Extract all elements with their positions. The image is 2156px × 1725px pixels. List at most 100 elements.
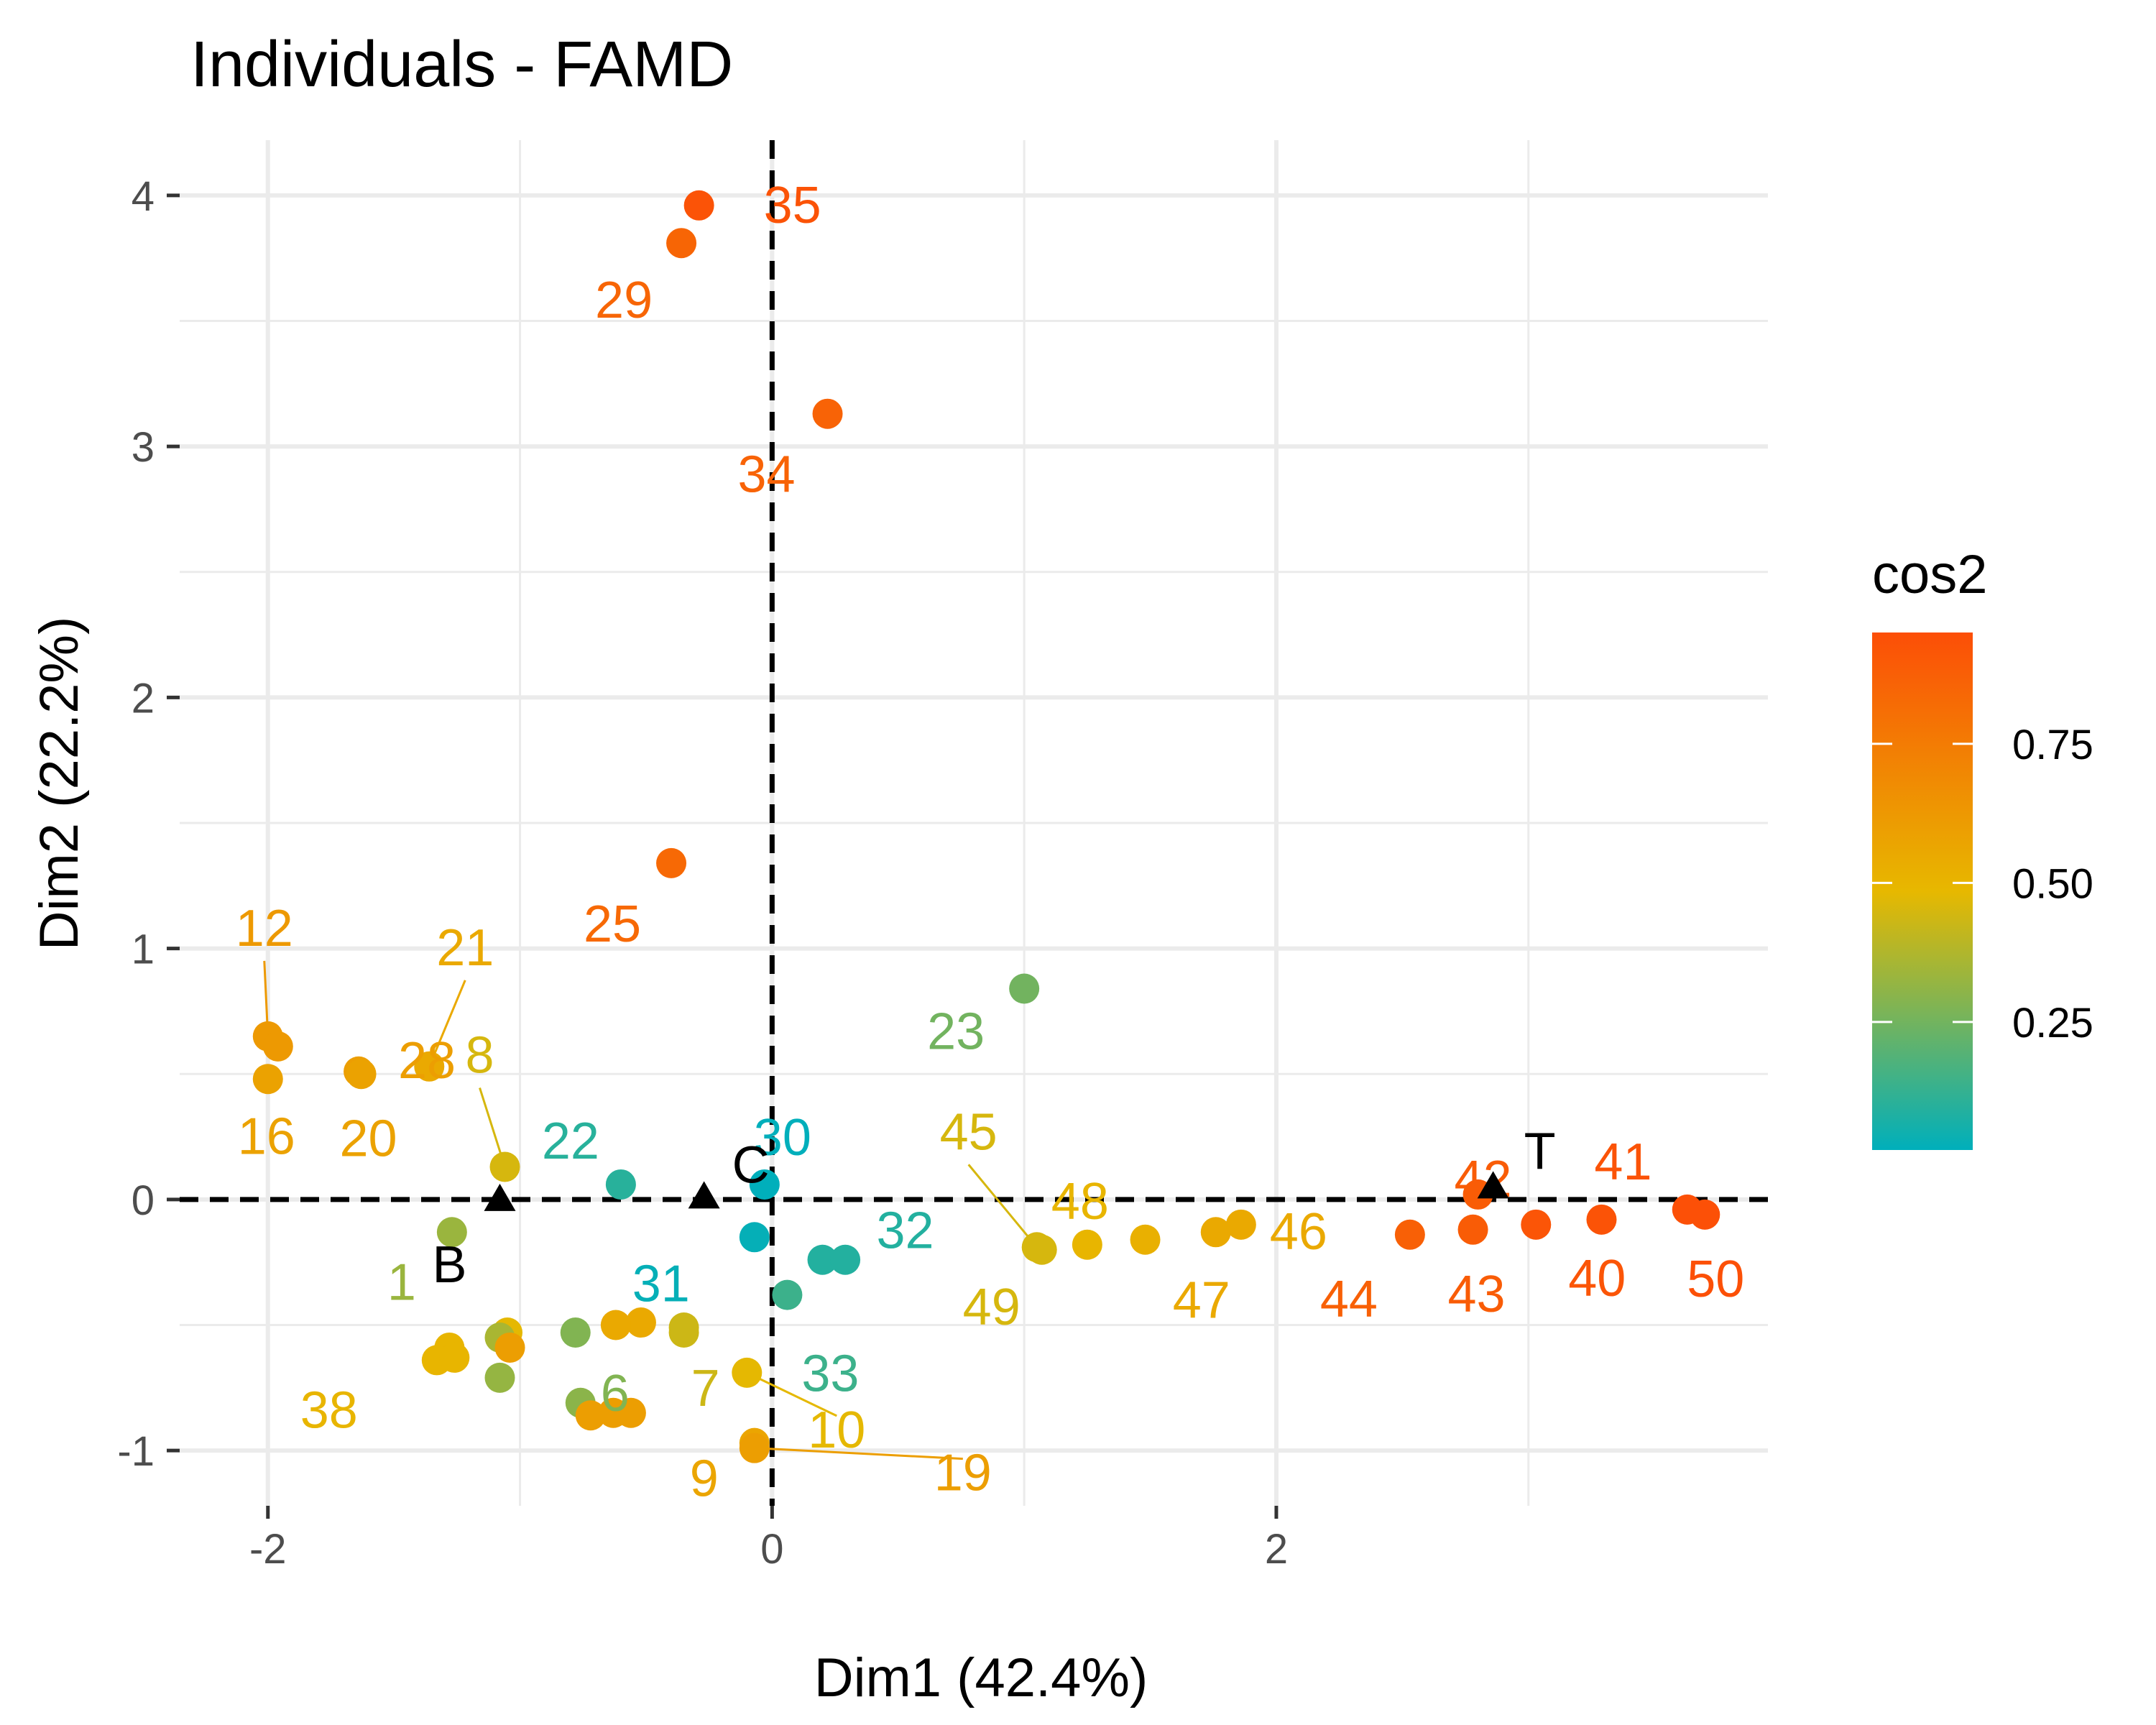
point-40 [1521,1209,1552,1240]
point-label-29: 29 [595,272,653,329]
chart-title: Individuals - FAMD [190,29,733,101]
point-label-35: 35 [764,177,821,234]
supp-label-B: B [432,1236,466,1294]
point-10 [732,1357,763,1388]
point-label-1: 1 [387,1254,416,1311]
point-label-41: 41 [1594,1133,1651,1191]
point-label-33: 33 [801,1346,859,1403]
x-axis-title: Dim1 (42.4%) [814,1647,1148,1708]
point-1 [436,1217,467,1248]
point-label-19: 19 [934,1445,992,1502]
point-label-40: 40 [1568,1250,1626,1307]
legend-title: cos2 [1872,544,1988,605]
point-49 [1026,1234,1057,1265]
point-label-20: 20 [340,1110,397,1167]
point-34 [812,398,843,429]
grid [180,140,1768,1506]
point-19 [739,1432,770,1463]
supplementary-layer: B C T [432,1123,1555,1293]
leader-line-19 [754,1447,963,1460]
y-tick-label: 0 [132,1177,155,1224]
point-22 [605,1169,636,1200]
point-unlabeled [1130,1224,1161,1255]
point-label-8: 8 [466,1026,494,1084]
point-label-10: 10 [808,1402,865,1459]
point-23 [1009,973,1040,1004]
legend-ticks: 0.25 0.50 0.75 [1872,722,2093,1046]
legend-tick-label: 0.25 [2012,1000,2093,1046]
y-tick-label: 4 [132,173,155,220]
point-label-44: 44 [1320,1271,1378,1328]
supp-label-T: T [1524,1123,1556,1180]
point-label-6: 6 [601,1365,630,1422]
point-43 [1457,1214,1488,1245]
point-label-38: 38 [300,1381,358,1439]
point-label-42: 42 [1455,1151,1512,1208]
point-unlabeled [262,1031,293,1062]
y-tick-label: 1 [132,926,155,973]
point-label-16: 16 [238,1108,295,1165]
point-label-34: 34 [737,446,795,504]
point-label-50: 50 [1687,1251,1744,1308]
leader-line-21 [428,980,466,1067]
point-label-28: 28 [398,1032,456,1090]
point-label-30: 30 [754,1109,811,1167]
point-label-23: 23 [927,1003,985,1061]
point-label-12: 12 [236,900,293,957]
legend-tick-label: 0.50 [2012,860,2093,907]
y-axis-ticks: -1 0 1 2 3 4 [117,173,180,1475]
supp-marker-T [1477,1171,1509,1199]
point-unlabeled [484,1362,515,1393]
point-50 [1690,1199,1720,1230]
x-axis-ticks: -2 0 2 [249,1506,1288,1573]
supp-marker-C [688,1181,720,1209]
y-axis-title: Dim2 (22.2%) [29,617,90,951]
y-tick-label: 3 [132,424,155,471]
supp-marker-B [484,1183,516,1211]
point-29 [666,228,697,259]
point-16 [252,1064,283,1095]
x-tick-label: -2 [249,1526,287,1573]
y-tick-label: 2 [132,675,155,722]
points-layer [252,190,1720,1463]
leader-line-45 [967,1164,1038,1248]
point-label-43: 43 [1448,1266,1506,1323]
point-44 [1394,1219,1425,1250]
supp-label-C: C [732,1136,770,1194]
point-label-21: 21 [436,919,494,977]
point-30 [749,1169,780,1200]
point-46 [1225,1209,1256,1240]
point-35 [683,190,714,221]
legend-colorbar [1872,632,1973,1150]
point-label-49: 49 [963,1279,1021,1336]
point-label-45: 45 [940,1103,998,1161]
point-21 [414,1051,445,1082]
point-unlabeled [600,1310,631,1340]
point-label-31: 31 [632,1255,690,1312]
point-unlabeled [575,1400,606,1431]
point-unlabeled [494,1332,525,1363]
point-33 [772,1279,803,1310]
point-labels-layer: 35 29 34 25 12 28 21 16 20 8 22 30 31 32 33 23 1 45 49 48 47… [236,177,1745,1508]
point-47 [1200,1217,1231,1248]
y-tick-label: -1 [117,1428,155,1475]
point-32 [807,1244,838,1275]
point-41 [1586,1204,1617,1235]
point-6 [560,1317,591,1348]
point-label-46: 46 [1270,1203,1327,1261]
point-unlabeled [625,1307,656,1338]
point-label-48: 48 [1051,1173,1109,1230]
legend-tick-label: 0.75 [2012,722,2093,768]
point-label-25: 25 [584,896,641,953]
point-48 [1072,1229,1102,1260]
point-20 [346,1059,377,1090]
point-label-9: 9 [690,1450,719,1508]
point-unlabeled [615,1397,646,1428]
point-label-47: 47 [1173,1271,1230,1329]
point-25 [656,847,687,878]
reference-lines [180,140,1768,1506]
x-tick-label: 0 [760,1526,783,1573]
point-unlabeled [668,1317,699,1348]
point-8 [489,1151,520,1182]
